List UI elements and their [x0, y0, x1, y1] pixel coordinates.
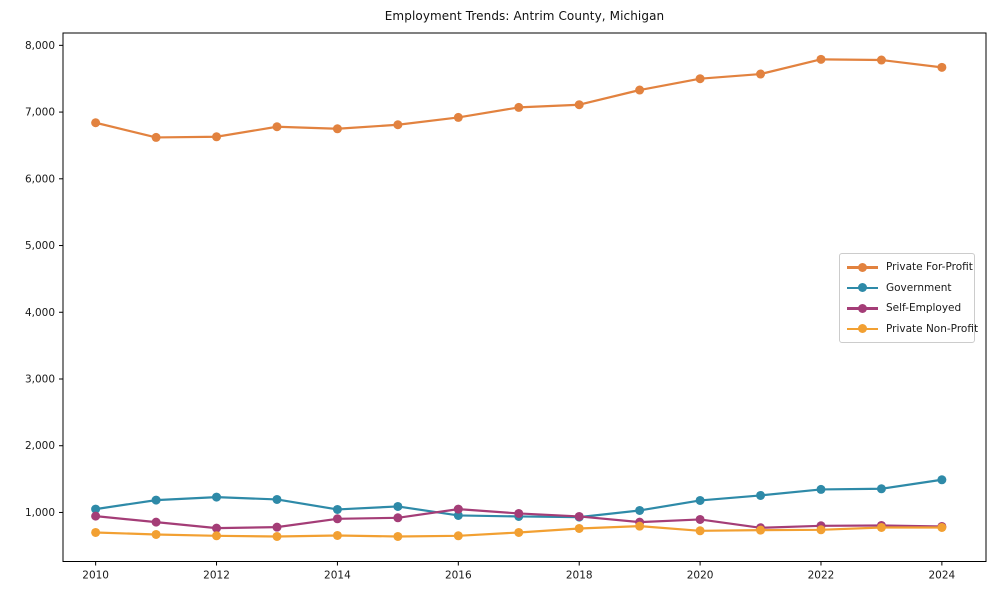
legend-item: Private Non-Profit	[847, 319, 978, 339]
legend-item: Self-Employed	[847, 298, 974, 318]
legend-label: Private For-Profit	[886, 261, 973, 274]
data-point-marker	[393, 531, 403, 541]
legend-label: Self-Employed	[886, 302, 962, 315]
data-point-marker	[756, 490, 766, 500]
data-point-marker	[876, 484, 886, 494]
data-point-marker	[756, 525, 766, 535]
legend-label: Private Non-Profit	[886, 322, 979, 335]
data-point-marker	[212, 132, 222, 142]
data-point-marker	[91, 118, 101, 128]
data-point-marker	[876, 55, 886, 65]
data-point-marker	[272, 531, 282, 541]
x-tick-label: 2014	[324, 570, 351, 582]
legend-label: Government	[886, 281, 952, 294]
data-point-marker	[151, 529, 161, 539]
data-point-marker	[816, 54, 826, 64]
data-point-marker	[937, 62, 947, 72]
legend-line-marker-icon	[847, 324, 878, 334]
y-tick-label: 2,000	[25, 440, 55, 452]
y-tick-label: 8,000	[25, 40, 55, 52]
legend: Private For-Profit Government Self-Employe…	[839, 253, 978, 343]
data-point-marker	[272, 494, 282, 504]
data-point-marker	[574, 100, 584, 110]
x-tick-label: 2010	[82, 570, 109, 582]
data-point-marker	[937, 522, 947, 532]
legend-item: Government	[847, 278, 974, 298]
y-tick-label: 4,000	[25, 307, 55, 319]
data-point-marker	[514, 508, 524, 518]
data-point-marker	[332, 530, 342, 540]
data-point-marker	[876, 522, 886, 532]
chart-title: Employment Trends: Antrim County, Michig…	[384, 9, 665, 23]
axes-box	[62, 32, 987, 562]
x-tick-label: 2018	[566, 570, 593, 582]
legend-line-marker-icon	[847, 283, 878, 293]
legend-line-marker-icon	[847, 303, 878, 313]
data-point-marker	[393, 513, 403, 523]
y-tick-label: 3,000	[25, 373, 55, 385]
data-point-marker	[332, 124, 342, 134]
data-point-marker	[514, 102, 524, 112]
x-tick-label: 2022	[808, 570, 835, 582]
data-point-marker	[212, 492, 222, 502]
data-point-marker	[816, 484, 826, 494]
data-point-marker	[635, 85, 645, 95]
data-point-marker	[937, 475, 947, 485]
data-point-marker	[574, 511, 584, 521]
data-point-marker	[212, 523, 222, 533]
data-point-marker	[332, 514, 342, 524]
y-tick-label: 5,000	[25, 240, 55, 252]
data-point-marker	[453, 510, 463, 520]
data-point-marker	[151, 495, 161, 505]
data-point-marker	[695, 74, 705, 84]
data-point-marker	[212, 531, 222, 541]
data-point-marker	[756, 69, 766, 79]
y-tick-label: 1,000	[25, 507, 55, 519]
x-tick-label: 2024	[929, 570, 956, 582]
legend-item: Private For-Profit	[847, 257, 974, 277]
data-point-marker	[816, 525, 826, 535]
y-tick-label: 7,000	[25, 107, 55, 119]
data-point-marker	[514, 527, 524, 537]
data-point-marker	[393, 501, 403, 511]
data-point-marker	[574, 523, 584, 533]
x-tick-label: 2016	[445, 570, 472, 582]
data-point-marker	[151, 132, 161, 142]
x-tick-label: 2012	[203, 570, 230, 582]
data-point-marker	[393, 120, 403, 130]
data-point-marker	[272, 122, 282, 132]
data-point-marker	[151, 517, 161, 527]
data-point-marker	[453, 112, 463, 122]
data-point-marker	[91, 504, 101, 514]
data-point-marker	[91, 527, 101, 537]
data-point-marker	[695, 514, 705, 524]
data-point-marker	[635, 505, 645, 515]
legend-line-marker-icon	[847, 262, 878, 272]
y-tick-label: 6,000	[25, 173, 55, 185]
data-point-marker	[695, 526, 705, 536]
data-point-marker	[453, 531, 463, 541]
x-tick-label: 2020	[687, 570, 714, 582]
data-point-marker	[332, 504, 342, 514]
data-point-marker	[272, 522, 282, 532]
data-point-marker	[91, 511, 101, 521]
data-point-marker	[635, 521, 645, 531]
data-point-marker	[453, 504, 463, 514]
data-point-marker	[695, 495, 705, 505]
series-private-for-profit	[91, 54, 947, 142]
series-line	[94, 58, 943, 139]
series-private-non-profit	[91, 521, 947, 541]
